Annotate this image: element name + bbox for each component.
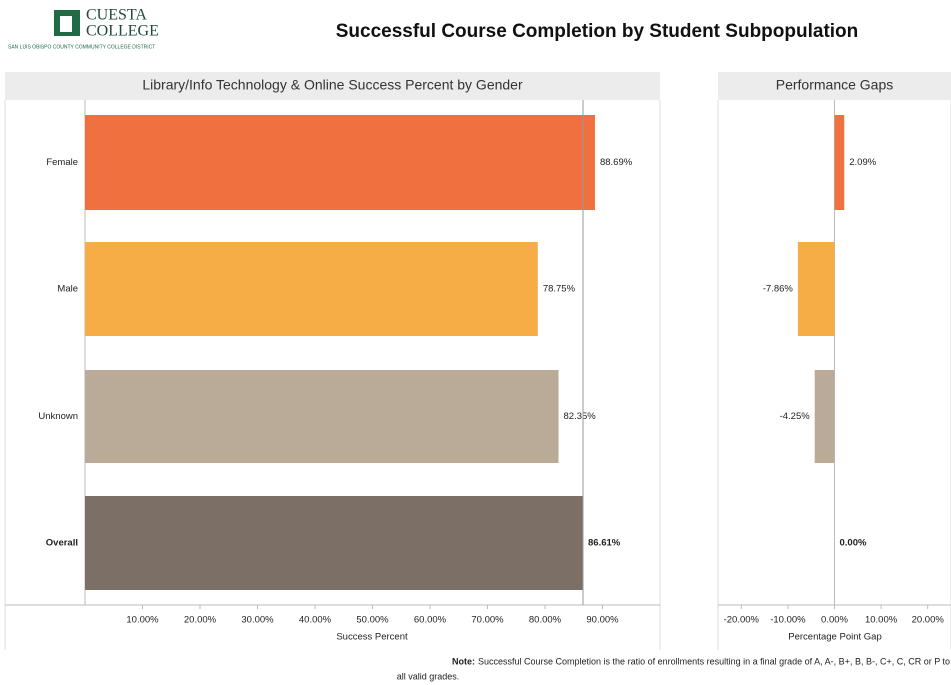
x-tick-label: 10.00% <box>126 615 159 626</box>
bar <box>797 242 835 336</box>
category-label: Male <box>57 284 78 295</box>
value-label: 78.75% <box>543 284 576 295</box>
panel-title: Performance Gaps <box>776 77 894 93</box>
panel-header <box>5 72 660 100</box>
logo-icon-inner <box>60 16 72 32</box>
category-label: Female <box>46 157 78 168</box>
value-label: -4.25% <box>780 411 811 422</box>
x-tick-label: 20.00% <box>184 615 217 626</box>
bar <box>85 115 595 210</box>
x-tick-label: 10.00% <box>865 615 898 626</box>
x-tick-label: 80.00% <box>529 615 562 626</box>
x-tick-label: 20.00% <box>912 615 945 626</box>
x-tick-label: 0.00% <box>821 615 848 626</box>
bar <box>85 496 584 590</box>
dashboard-title: Successful Course Completion by Student … <box>336 21 859 42</box>
x-tick-label: -10.00% <box>770 615 806 626</box>
logo-text: CUESTA <box>86 7 147 24</box>
category-label: Unknown <box>38 411 78 422</box>
bar <box>814 370 835 463</box>
bar <box>834 115 845 210</box>
x-tick-label: -20.00% <box>724 615 760 626</box>
value-label: 86.61% <box>588 538 621 549</box>
x-tick-label: 40.00% <box>299 615 332 626</box>
bar <box>85 370 559 463</box>
logo-text: COLLEGE <box>86 23 159 40</box>
bar <box>85 242 538 336</box>
logo-tagline: SAN LUIS OBISPO COUNTY COMMUNITY COLLEGE… <box>8 44 155 50</box>
value-label: 2.09% <box>849 157 876 168</box>
value-label: 0.00% <box>840 538 867 549</box>
x-tick-label: 90.00% <box>586 615 619 626</box>
panel-header <box>718 72 951 100</box>
panel-title: Library/Info Technology & Online Success… <box>142 77 523 93</box>
note-text: Successful Course Completion is the rati… <box>478 656 950 666</box>
x-tick-label: 70.00% <box>471 615 504 626</box>
value-label: 88.69% <box>600 157 633 168</box>
category-label: Overall <box>46 538 78 549</box>
x-tick-label: 50.00% <box>356 615 389 626</box>
x-axis-title: Percentage Point Gap <box>788 632 881 643</box>
note-text: all valid grades. <box>397 671 460 681</box>
note-label: Note: <box>452 656 475 666</box>
value-label: 82.35% <box>564 411 597 422</box>
x-axis-title: Success Percent <box>336 632 408 643</box>
x-tick-label: 60.00% <box>414 615 447 626</box>
x-tick-label: 30.00% <box>241 615 274 626</box>
value-label: -7.86% <box>763 284 794 295</box>
